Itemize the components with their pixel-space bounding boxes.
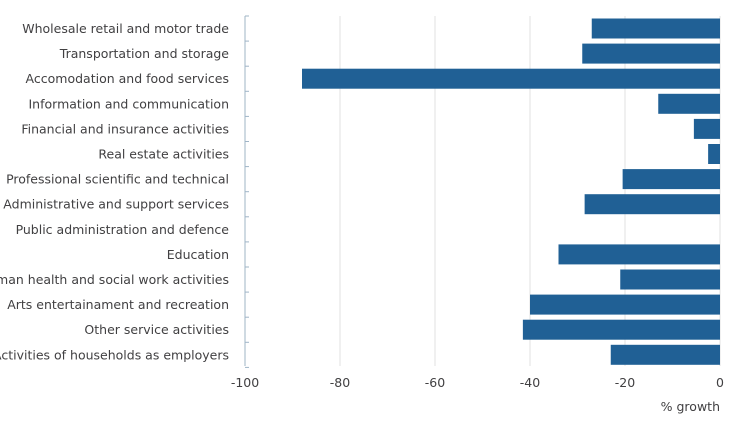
- category-label: Financial and insurance activities: [21, 121, 229, 136]
- bar: [591, 18, 720, 39]
- x-tick-label: -80: [330, 375, 350, 390]
- category-label: Education: [167, 247, 229, 262]
- category-axis: Wholesale retail and motor trade Transpor…: [0, 15, 249, 368]
- bar: [610, 344, 720, 365]
- x-tick-label: -40: [520, 375, 540, 390]
- bar: [658, 93, 720, 114]
- category-label: Other service activities: [84, 322, 229, 337]
- x-tick-label: -60: [425, 375, 445, 390]
- category-label: Information and communication: [29, 96, 230, 111]
- bar: [620, 269, 720, 290]
- x-axis-title: % growth: [661, 399, 720, 414]
- category-label: Human health and social work activities: [0, 272, 229, 287]
- bar: [558, 244, 720, 265]
- bar: [522, 319, 720, 340]
- value-axis: -100 -80 -60 -40 -20 0: [231, 375, 724, 390]
- category-label: Arts entertainament and recreation: [7, 297, 229, 312]
- category-label: Wholesale retail and motor trade: [22, 21, 229, 36]
- x-tick-label: -20: [615, 375, 635, 390]
- bars: [302, 18, 720, 365]
- x-tick-label: -100: [231, 375, 259, 390]
- category-label: Real estate activities: [98, 147, 229, 162]
- category-label: Administrative and support services: [3, 197, 229, 212]
- bar: [693, 118, 720, 139]
- category-label: Public administration and defence: [16, 222, 230, 237]
- bar: [622, 169, 720, 190]
- category-label: Professional scientific and technical: [6, 172, 229, 187]
- bar: [530, 294, 720, 315]
- x-tick-label: 0: [716, 375, 724, 390]
- bar: [302, 68, 720, 89]
- category-label: Activities of households as employers: [0, 347, 229, 362]
- category-label: Accomodation and food services: [26, 71, 229, 86]
- bar: [584, 194, 720, 215]
- bar: [708, 144, 720, 164]
- bar: [582, 43, 720, 64]
- category-label: Transportation and storage: [59, 46, 230, 61]
